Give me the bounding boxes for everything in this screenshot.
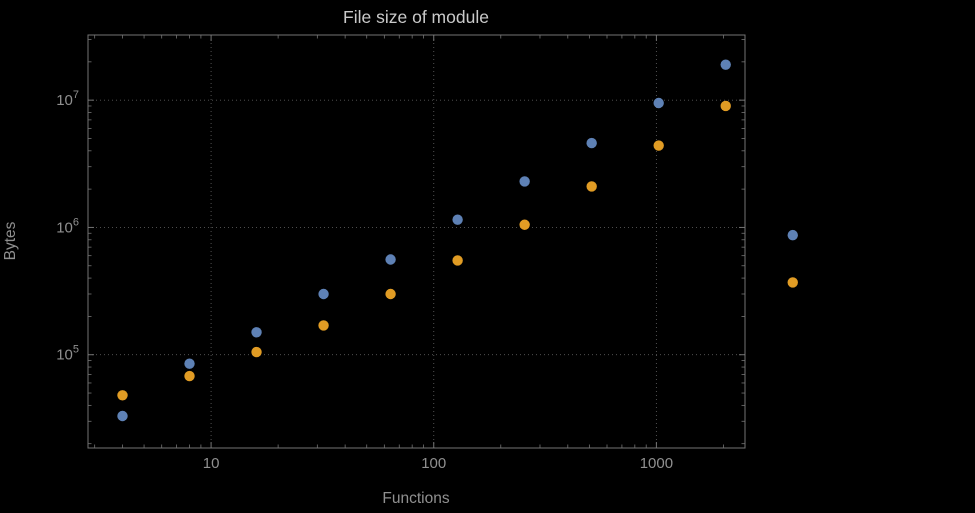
data-point-blue	[318, 288, 329, 300]
data-point-orange	[251, 346, 262, 358]
data-point-blue	[653, 97, 664, 109]
x-tick-label: 1000	[640, 455, 673, 472]
data-point-blue	[184, 358, 195, 369]
data-point-blue	[251, 327, 262, 338]
data-point-blue	[519, 176, 530, 187]
data-point-blue	[452, 214, 463, 225]
data-point-orange	[385, 288, 396, 300]
data-point-orange	[519, 219, 530, 230]
data-point-blue	[385, 254, 396, 265]
data-point-orange	[720, 100, 731, 112]
y-tick-label: 106	[56, 216, 79, 236]
y-tick-label: 107	[56, 89, 79, 109]
data-points	[117, 59, 798, 422]
plot-frame	[87, 34, 746, 449]
gridlines	[88, 35, 745, 448]
x-axis-label: Functions	[382, 490, 449, 507]
y-axis-label: Bytes	[2, 221, 19, 260]
data-point-blue	[117, 410, 128, 422]
x-tick-label: 10	[203, 455, 220, 472]
data-point-orange	[586, 181, 597, 192]
x-tick-label: 100	[421, 455, 446, 472]
data-point-orange	[787, 277, 798, 288]
data-point-orange	[318, 320, 329, 331]
data-point-blue	[586, 137, 597, 149]
tick-labels: 10 100 1000 105 106 107	[56, 89, 673, 472]
tick-marks	[88, 35, 745, 448]
chart-title: File size of module	[343, 7, 489, 27]
data-point-orange	[452, 255, 463, 266]
data-point-orange	[653, 140, 664, 151]
data-point-orange	[184, 370, 195, 382]
data-point-blue	[787, 229, 798, 241]
data-point-blue	[720, 59, 731, 70]
y-tick-label: 105	[56, 344, 79, 364]
data-point-orange	[117, 390, 128, 401]
